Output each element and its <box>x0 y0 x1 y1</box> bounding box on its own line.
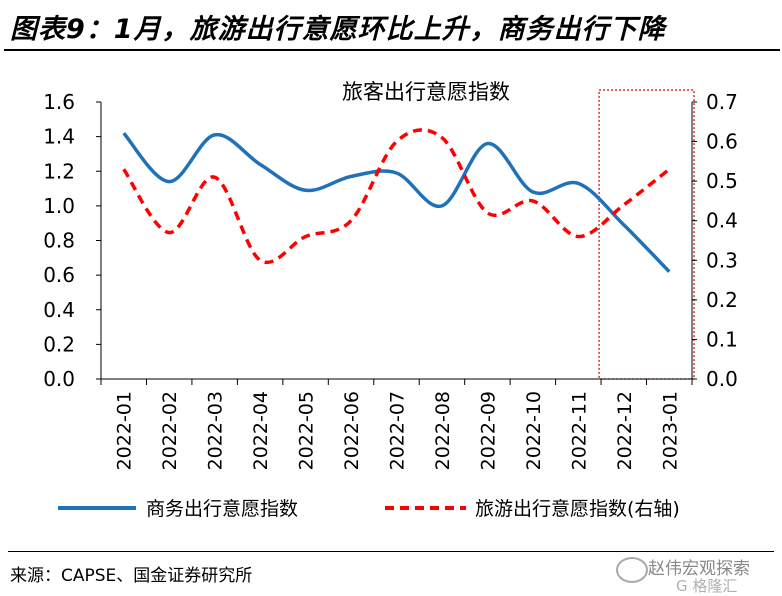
highlight-layer <box>598 89 695 380</box>
watermark-text: 赵伟宏观探索 <box>648 559 750 579</box>
left-tick-label: 0.0 <box>43 367 75 391</box>
right-tick-label: 0.5 <box>706 169 738 193</box>
x-tick-label: 2022-07 <box>387 391 409 470</box>
series-layer <box>122 128 671 273</box>
left-tick-label: 1.6 <box>43 90 75 114</box>
legend-layer: 商务出行意愿指数 旅游出行意愿指数(右轴) <box>58 498 680 520</box>
left-tick-label: 1.2 <box>43 159 75 183</box>
watermark: 赵伟宏观探索 G 格隆汇 <box>616 553 776 595</box>
source-note: 来源：CAPSE、国金证券研究所 <box>10 566 253 586</box>
x-tick-label: 2022-02 <box>159 391 181 470</box>
axes-layer <box>96 101 697 385</box>
x-tick-label: 2022-09 <box>477 391 499 470</box>
left-tick-label: 0.8 <box>43 229 75 253</box>
right-tick-label: 0.4 <box>706 209 738 233</box>
x-tick-label: 2023-01 <box>659 391 681 470</box>
x-tick-label: 2022-10 <box>523 391 545 470</box>
x-tick-label: 2022-06 <box>341 391 363 470</box>
left-tick-label: 0.6 <box>43 263 75 287</box>
right-tick-label: 0.0 <box>706 367 738 391</box>
watermark-sub: G 格隆汇 <box>676 577 738 595</box>
text-layer: 0.0 0.2 0.4 0.6 0.8 1.0 1.2 1.4 1.6 0.0 0.1 0.2 0.3 0… <box>43 80 738 470</box>
right-tick-label: 0.1 <box>706 327 738 351</box>
line-chart: 0.0 0.2 0.4 0.6 0.8 1.0 1.2 1.4 1.6 0.0 0.1 0.2 0.3 0… <box>43 80 738 520</box>
x-tick-label: 2022-11 <box>568 391 590 470</box>
left-tick-label: 1.4 <box>43 125 75 149</box>
legend-label-leisure: 旅游出行意愿指数(右轴) <box>475 498 680 520</box>
right-tick-label: 0.7 <box>706 90 738 114</box>
chart-title: 旅客出行意愿指数 <box>342 80 510 104</box>
left-tick-label: 0.2 <box>43 332 75 356</box>
wechat-icon <box>616 557 648 583</box>
x-tick-label: 2022-04 <box>250 391 272 470</box>
report-header: 图表9：1月，旅游出行意愿环比上升，商务出行下降 <box>0 0 782 51</box>
x-tick-label: 2022-12 <box>614 391 636 470</box>
figure-title: 图表9：1月，旅游出行意愿环比上升，商务出行下降 <box>10 14 666 45</box>
x-tick-label: 2022-05 <box>296 391 318 470</box>
left-tick-label: 1.0 <box>43 194 75 218</box>
business-travel-line <box>122 131 671 273</box>
right-tick-label: 0.2 <box>706 288 738 312</box>
right-tick-label: 0.6 <box>706 130 738 154</box>
x-tick-label: 2022-03 <box>205 391 227 470</box>
right-tick-label: 0.3 <box>706 248 738 272</box>
legend-label-business: 商务出行意愿指数 <box>146 498 298 520</box>
x-tick-label: 2022-01 <box>114 391 136 470</box>
left-tick-label: 0.4 <box>43 298 75 322</box>
leisure-travel-line <box>122 128 671 265</box>
x-tick-label: 2022-08 <box>432 391 454 470</box>
source-divider <box>8 551 774 552</box>
header-divider <box>4 49 780 51</box>
highlight-box <box>598 89 695 380</box>
